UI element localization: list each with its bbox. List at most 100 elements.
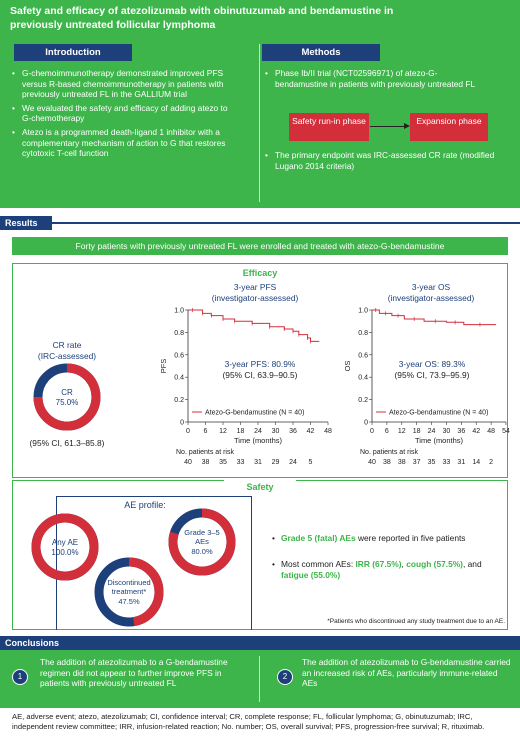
os-title: 3-year OS (investigator-assessed) [366, 282, 496, 303]
x-tick-label: 0 [186, 428, 190, 435]
safety-label: Safety [246, 482, 274, 492]
conclusions-panel [0, 650, 520, 708]
y-tick-label: 0.6 [358, 352, 368, 359]
os-summary: 3-year OS: 89.3% (95% CI, 73.9–95.9) [372, 359, 492, 380]
pfs-ci: (95% CI, 63.9–90.5) [222, 369, 298, 380]
introduction-bullets: G-chemoimmunotherapy demonstrated improv… [12, 68, 237, 162]
results-rule [52, 222, 520, 224]
legend-label: Atezo-G-bendamustine (N = 40) [205, 410, 304, 417]
risk-table-title: No. patients at risk [176, 449, 234, 456]
safety-run-in-box: Safety run-in phase [289, 113, 369, 141]
y-tick-label: 0.4 [174, 375, 184, 382]
y-tick-label: 0.8 [358, 330, 368, 337]
survival-curve [372, 309, 497, 326]
cr-ci: (95% CI, 61.3–85.8) [29, 438, 105, 448]
risk-count: 38 [202, 459, 210, 466]
risk-count: 14 [472, 459, 480, 466]
x-tick-label: 6 [385, 428, 389, 435]
intro-bullet: Atezo is a programmed death-ligand 1 inh… [12, 127, 237, 159]
cr-donut-chart: CR 75.0% [33, 363, 101, 431]
methods-bullet-endpoint: The primary endpoint was IRC-assessed CR… [265, 150, 500, 171]
x-tick-label: 18 [237, 428, 245, 435]
methods-bullet-trial: Phase Ib/II trial (NCT02596971) of atezo… [265, 68, 490, 89]
disc-value: 47.5% [118, 597, 140, 606]
os-value-label: 3-year OS: 89.3% [398, 359, 466, 369]
conclusion-text-1: The addition of atezolizumab to a G-bend… [40, 657, 228, 689]
grade-ring-arc [168, 508, 236, 576]
irr-text: IRR (67.5%) [355, 559, 402, 569]
grade5-statement: Grade 5 (fatal) AEs were reported in fiv… [272, 533, 502, 544]
x-tick-label: 12 [219, 428, 227, 435]
x-tick-label: 30 [272, 428, 280, 435]
enrollment-banner: Forty patients with previously untreated… [12, 237, 508, 255]
os-chart: 0 0.2 0.4 0.6 0.8 1.0 0 6 12 18 24 30 36 42 48 54 OS Time… [343, 308, 510, 467]
y-tick-label: 0.8 [174, 330, 184, 337]
arrow-right-icon [404, 123, 410, 129]
introduction-heading: Introduction [14, 44, 132, 61]
grade-ae-label-2: AEs [195, 537, 209, 546]
risk-count: 35 [428, 459, 436, 466]
x-tick-label: 24 [428, 428, 436, 435]
ae-profile-box [56, 496, 252, 630]
grade5-rest: were reported in five patients [355, 533, 466, 543]
risk-count: 40 [368, 459, 376, 466]
risk-count: 38 [398, 459, 406, 466]
methods-bullets-2: The primary endpoint was IRC-assessed CR… [265, 150, 500, 174]
risk-count: 2 [489, 459, 493, 466]
y-axis-label: OS [343, 361, 352, 372]
cr-title: CR rate (IRC-assessed) [22, 340, 112, 361]
x-tick-label: 36 [457, 428, 465, 435]
y-tick-label: 0.4 [358, 375, 368, 382]
expansion-phase-box: Expansion phase [410, 113, 488, 141]
risk-table-title: No. patients at risk [360, 449, 418, 456]
risk-count: 33 [443, 459, 451, 466]
legend-label: Atezo-G-bendamustine (N = 40) [389, 410, 488, 417]
any-ae-value: 100.0% [51, 548, 78, 557]
safety-rule-left [12, 480, 224, 481]
grade-ae-label-1: Grade 3–5 [184, 528, 219, 537]
x-tick-label: 30 [443, 428, 451, 435]
any-ae-ring-arc [31, 513, 99, 581]
grade5-bold: Grade 5 (fatal) AEs [281, 533, 356, 543]
risk-count: 24 [289, 459, 297, 466]
safety-rule-right [296, 480, 508, 481]
conclusion-number-2: 2 [277, 669, 293, 685]
footnote: *Patients who discontinued any study tre… [327, 618, 505, 625]
x-tick-label: 42 [472, 428, 480, 435]
cr-center-value: 75.0% [56, 398, 79, 407]
x-tick-label: 24 [254, 428, 262, 435]
cough-text: cough (57.5%) [406, 559, 463, 569]
title-banner: Safety and efficacy of atezolizumab with… [0, 0, 520, 36]
conclusions-heading: Conclusions [0, 636, 520, 650]
y-tick-label: 1.0 [174, 308, 184, 315]
methods-bullets: Phase Ib/II trial (NCT02596971) of atezo… [265, 68, 490, 92]
x-tick-label: 54 [502, 428, 510, 435]
x-axis-label: Time (months) [415, 436, 464, 445]
y-tick-label: 0.2 [174, 397, 184, 404]
disc-label-2: treatment* [112, 587, 147, 596]
conclusions-divider [259, 656, 260, 702]
y-tick-label: 1.0 [358, 308, 368, 315]
intro-bullet: We evaluated the safety and efficacy of … [12, 103, 237, 124]
os-title-line1: 3-year OS [411, 282, 451, 292]
section-divider [259, 44, 260, 202]
risk-count: 35 [219, 459, 227, 466]
pfs-title-line2: (investigator-assessed) [211, 292, 299, 303]
os-ci: (95% CI, 73.9–95.9) [394, 369, 470, 380]
x-tick-label: 48 [487, 428, 495, 435]
phase-arrow [370, 126, 406, 127]
y-axis-label: PFS [159, 359, 168, 374]
disc-label-1: Discontinued [107, 578, 150, 587]
cr-title-line2: (IRC-assessed) [37, 350, 97, 361]
risk-count: 29 [272, 459, 280, 466]
risk-count: 5 [309, 459, 313, 466]
fatigue-text: fatigue (55.0%) [281, 570, 341, 580]
risk-count: 31 [457, 459, 465, 466]
efficacy-panel [12, 263, 508, 478]
risk-count: 33 [237, 459, 245, 466]
grade3-5-donut: Grade 3–5 AEs 80.0% [168, 508, 236, 576]
common-prefix: Most common AEs: [281, 559, 356, 569]
pfs-title-line1: 3-year PFS [233, 282, 277, 292]
risk-count: 38 [383, 459, 391, 466]
risk-count: 40 [184, 459, 192, 466]
